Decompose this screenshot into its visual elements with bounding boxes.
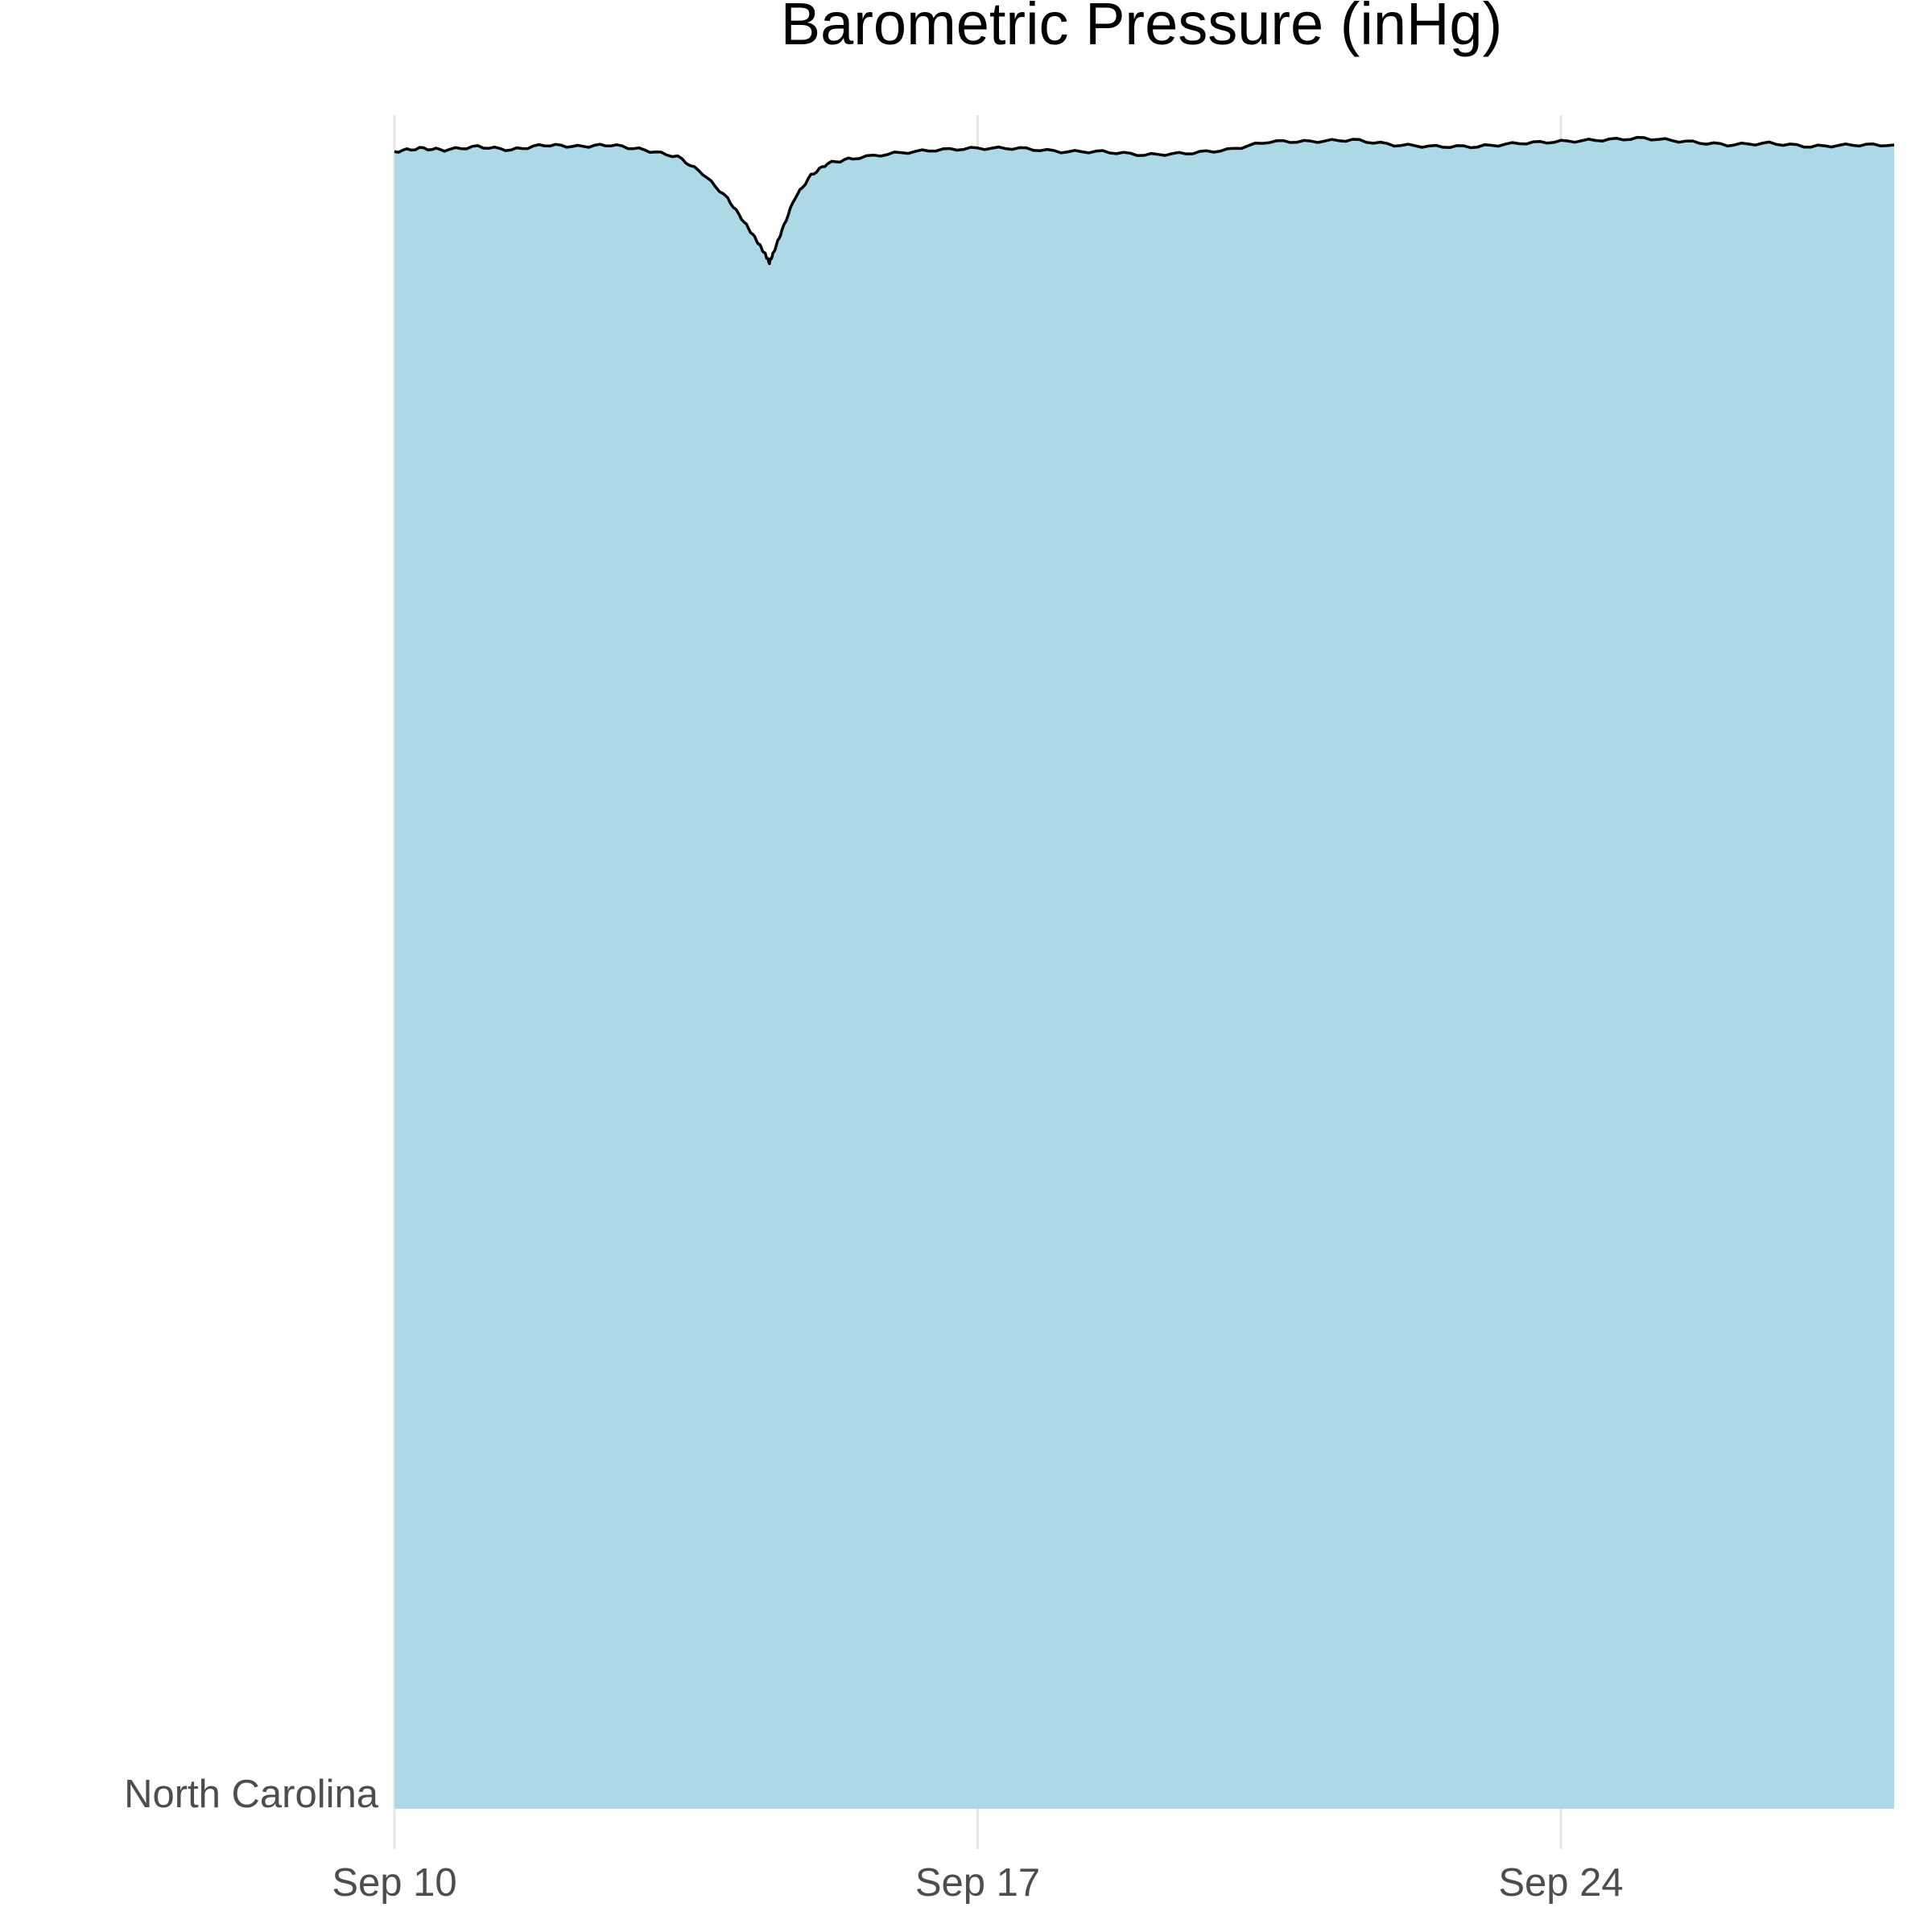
x-tick-label: Sep 17 xyxy=(915,1861,1040,1905)
x-axis-ticks: Sep 10 Sep 17 Sep 24 xyxy=(332,1861,1623,1905)
pressure-area-fill xyxy=(394,137,1894,1809)
chart-title: Barometric Pressure (inHg) xyxy=(781,0,1502,57)
x-tick-label: Sep 10 xyxy=(332,1861,456,1905)
x-tick-label: Sep 24 xyxy=(1498,1861,1623,1905)
y-category-label: North Carolina xyxy=(124,1773,379,1816)
pressure-series-line xyxy=(394,135,1895,266)
